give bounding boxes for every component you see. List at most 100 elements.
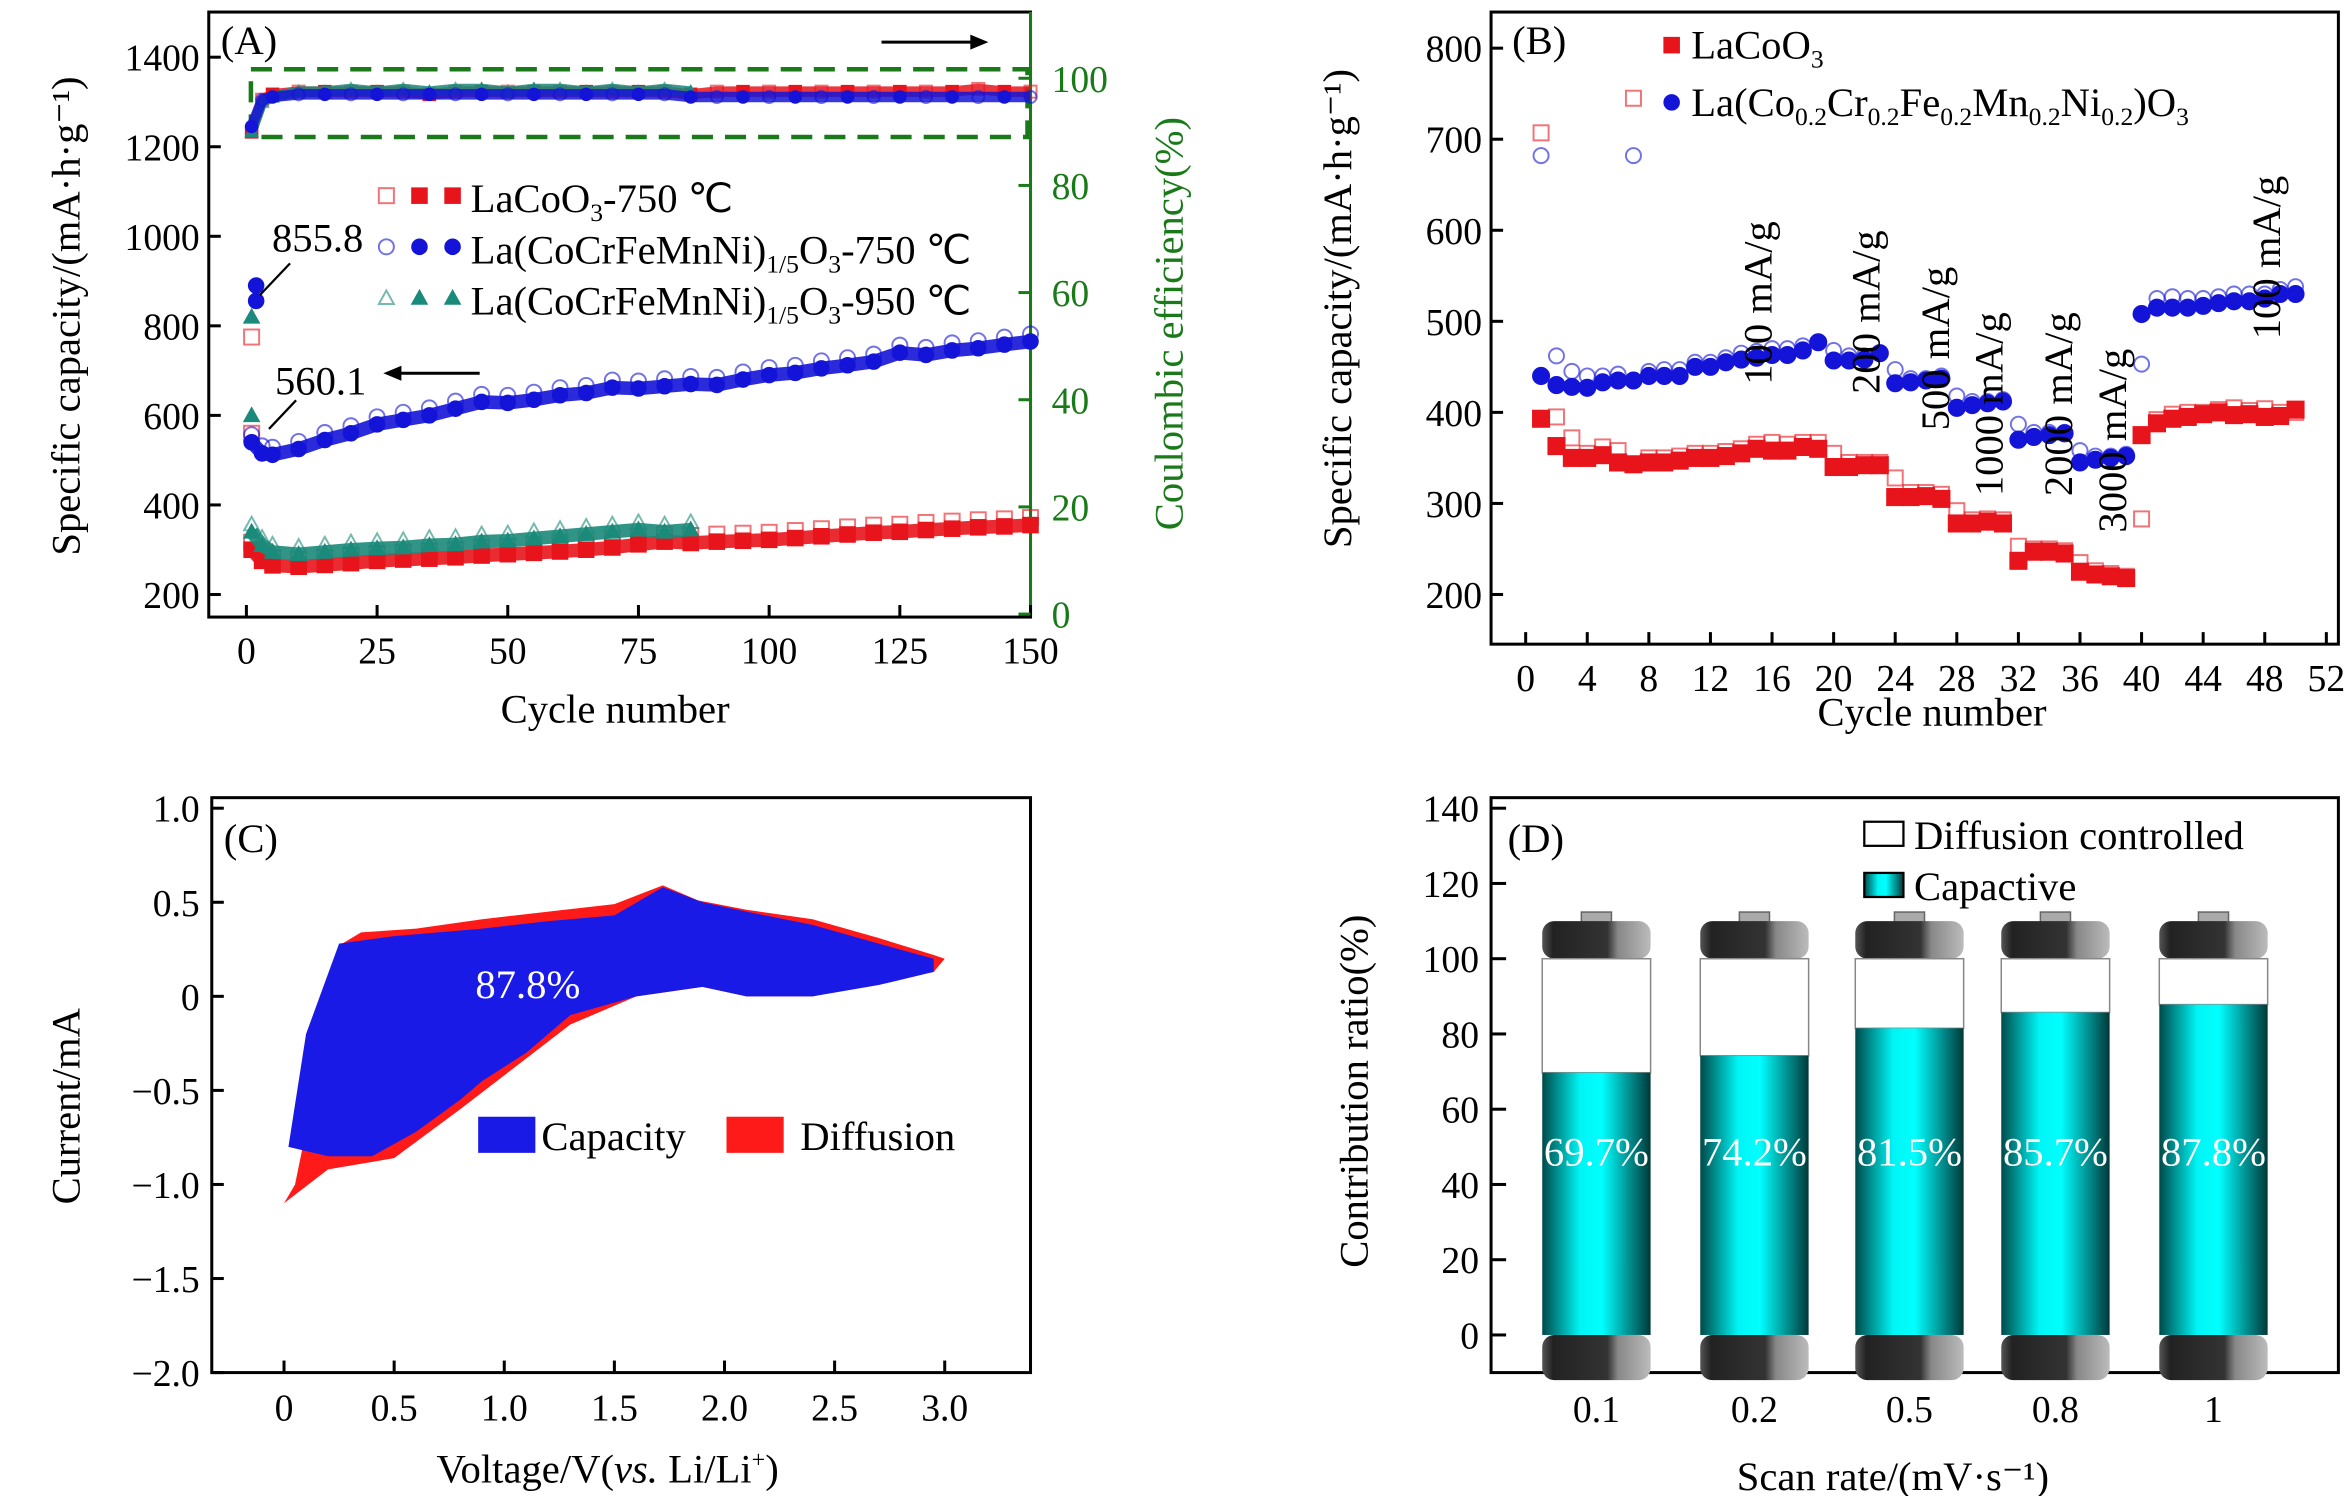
first-cycle-point xyxy=(247,277,265,294)
legend-marker-filled xyxy=(410,288,429,305)
ce-point xyxy=(918,90,933,105)
ce-point xyxy=(814,90,829,105)
charge-point xyxy=(2132,426,2151,445)
capacity-point-open xyxy=(1022,509,1040,527)
bar-value-label: 81.5% xyxy=(1857,1130,1962,1175)
x-tick-label: 48 xyxy=(2246,658,2284,700)
x-axis-label-part: + xyxy=(752,1447,766,1473)
x-tick-label: 0.8 xyxy=(2032,1389,2079,1431)
legend-marker-filled xyxy=(411,238,428,256)
y-tick-label: 200 xyxy=(143,575,199,617)
legend-marker-open xyxy=(377,288,396,305)
capacity-point-open xyxy=(420,528,439,545)
capacity-point-open xyxy=(498,523,517,541)
legend-label-1-part: )O xyxy=(2133,80,2176,125)
discharge-point xyxy=(2133,510,2151,528)
panel-label: (B) xyxy=(1512,18,1566,63)
y-tick-label: 200 xyxy=(1426,575,1482,617)
ce-point xyxy=(579,87,593,102)
capacity-point-open xyxy=(734,524,752,542)
capacity-point-open xyxy=(289,537,308,554)
capacity-point-open xyxy=(243,426,261,444)
bar-value-label: 69.7% xyxy=(1544,1130,1649,1175)
legend-label-1: La(CoCrFeMnNi)1/5O3-750 ℃ xyxy=(471,227,972,278)
ce-point xyxy=(736,90,750,104)
charge-point xyxy=(2147,414,2167,433)
annotation-leader xyxy=(259,262,291,296)
legend-label-1-part: Cr xyxy=(1827,80,1868,125)
charge-point xyxy=(2224,406,2243,425)
charge-point xyxy=(2240,405,2259,424)
capacity-point-open xyxy=(629,512,648,530)
charge-point xyxy=(1639,366,1658,385)
x-tick-label: 1.0 xyxy=(481,1388,528,1430)
y-tick-label: 400 xyxy=(143,485,199,527)
legend-label-0-part: LaCoO xyxy=(471,176,591,221)
y-tick-label: 400 xyxy=(1426,393,1482,435)
y-tick-label: 800 xyxy=(1426,29,1482,71)
ce-point xyxy=(971,90,986,105)
y-axis-label: Contribution ratio(%) xyxy=(1332,915,1377,1268)
battery-top-cap xyxy=(1542,921,1651,959)
bar-diffusion xyxy=(1699,957,1810,1057)
y-tick-label: 0 xyxy=(1460,1316,1479,1358)
x-tick-label: 125 xyxy=(872,631,928,673)
battery-top-cap xyxy=(2001,921,2110,959)
legend-label-2: La(CoCrFeMnNi)1/5O3-950 ℃ xyxy=(471,279,972,330)
discharge-point xyxy=(1563,429,1581,447)
capacity-point-open xyxy=(315,534,334,552)
x-tick-label: 0 xyxy=(237,631,256,673)
y2-tick-label: 80 xyxy=(1052,166,1090,208)
legend-label-0: LaCoO3-750 ℃ xyxy=(471,176,734,227)
capacity-point-open xyxy=(603,514,622,532)
legend-label-2-part: 3 xyxy=(828,301,841,330)
x-tick-label: 0.2 xyxy=(1731,1389,1778,1431)
capacity-point-open xyxy=(394,530,413,547)
charge-point xyxy=(1993,514,2013,533)
bar-capacitive xyxy=(1542,1072,1651,1335)
charge-point xyxy=(1547,376,1566,395)
legend-label-1-part: 0.2 xyxy=(1940,102,1972,131)
rate-label: 100 mA/g xyxy=(1736,221,1781,385)
legend-label-capacitive: Capactive xyxy=(1914,864,2076,909)
bar-capacitive xyxy=(1855,1028,1964,1335)
charge-point xyxy=(2209,294,2228,313)
legend-label-1-part: Ni xyxy=(2061,80,2102,125)
charge-point xyxy=(1763,441,1782,460)
bar-diffusion xyxy=(1541,957,1652,1074)
capacity-point-open xyxy=(550,519,570,536)
charge-point xyxy=(1716,353,1735,372)
y-tick-label: −1.0 xyxy=(132,1165,200,1207)
capacity-point-open xyxy=(760,359,778,377)
capacity-point-open xyxy=(891,336,909,354)
charge-point xyxy=(1993,392,2013,411)
x-axis-label: Cycle number xyxy=(501,686,730,731)
charge-point xyxy=(2178,298,2197,317)
legend-label-1-part: Fe xyxy=(1900,80,1941,125)
capacity-point-open xyxy=(995,328,1013,346)
charge-point xyxy=(1532,409,1551,428)
charge-point xyxy=(1855,456,1874,475)
bar-diffusion xyxy=(2158,957,2269,1006)
charge-point xyxy=(2286,284,2305,304)
x-tick-label: 32 xyxy=(2000,658,2038,700)
ce-point xyxy=(866,90,881,105)
panel-label: (A) xyxy=(221,18,277,63)
legend-label-1: La(Co0.2Cr0.2Fe0.2Mn0.2Ni0.2)O3 xyxy=(1691,80,2189,131)
y-tick-label: 1200 xyxy=(125,127,200,169)
x-tick-label: 3.0 xyxy=(921,1388,968,1430)
ce-point xyxy=(762,90,777,105)
discharge-point xyxy=(1547,347,1565,365)
rate-label: 1000 mA/g xyxy=(1967,312,2012,496)
y-tick-label: 1000 xyxy=(125,217,200,259)
x-tick-label: 0.1 xyxy=(1573,1389,1620,1431)
ce-point xyxy=(244,119,259,134)
x-axis-label: Voltage/V(vs. Li/Li+) xyxy=(436,1446,778,1491)
charge-point xyxy=(2178,407,2197,426)
capacity-point-open xyxy=(734,363,752,381)
y-tick-label: 20 xyxy=(1441,1240,1479,1282)
capacity-point-open xyxy=(525,383,543,401)
x-tick-label: 0 xyxy=(1516,658,1535,700)
charge-point xyxy=(2271,406,2290,426)
